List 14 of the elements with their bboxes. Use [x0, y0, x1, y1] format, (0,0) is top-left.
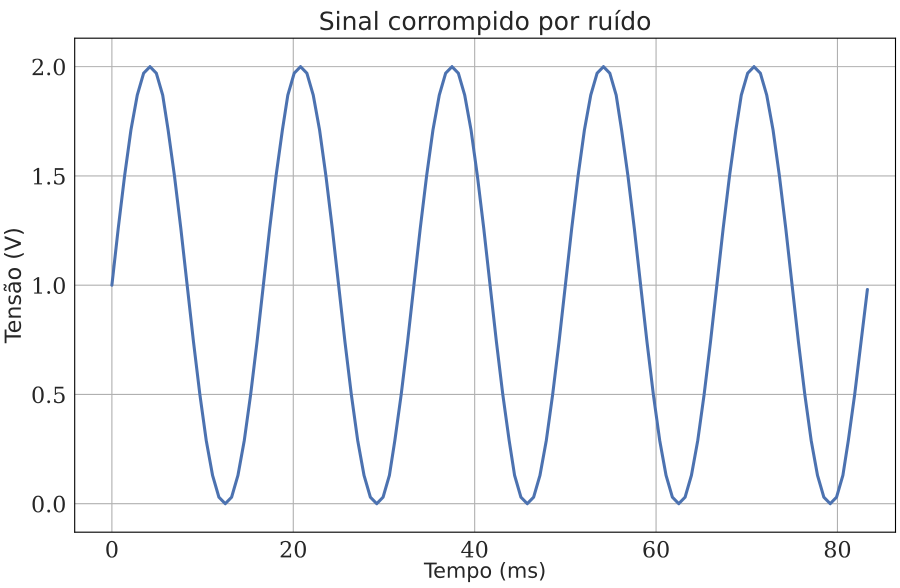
y-tick-label: 2.0 — [32, 58, 65, 76]
x-axis-title: Tempo (ms) — [424, 562, 544, 582]
x-tick-label: 20 — [280, 540, 306, 558]
x-tick-label: 40 — [461, 540, 488, 558]
line-series — [110, 65, 869, 506]
x-tick-label: 80 — [824, 540, 850, 558]
x-tick-label: 0 — [106, 540, 118, 558]
y-tick-label: 1.5 — [34, 168, 65, 185]
x-tick-label: 60 — [643, 540, 669, 558]
y-axis-title: Tensão (V) — [4, 229, 24, 344]
y-tick-label: 0.5 — [32, 386, 65, 404]
chart-title: Sinal corrompido por ruído — [320, 10, 650, 36]
y-tick-label: 0.0 — [32, 496, 65, 512]
y-tick-label: 1.0 — [34, 277, 65, 294]
